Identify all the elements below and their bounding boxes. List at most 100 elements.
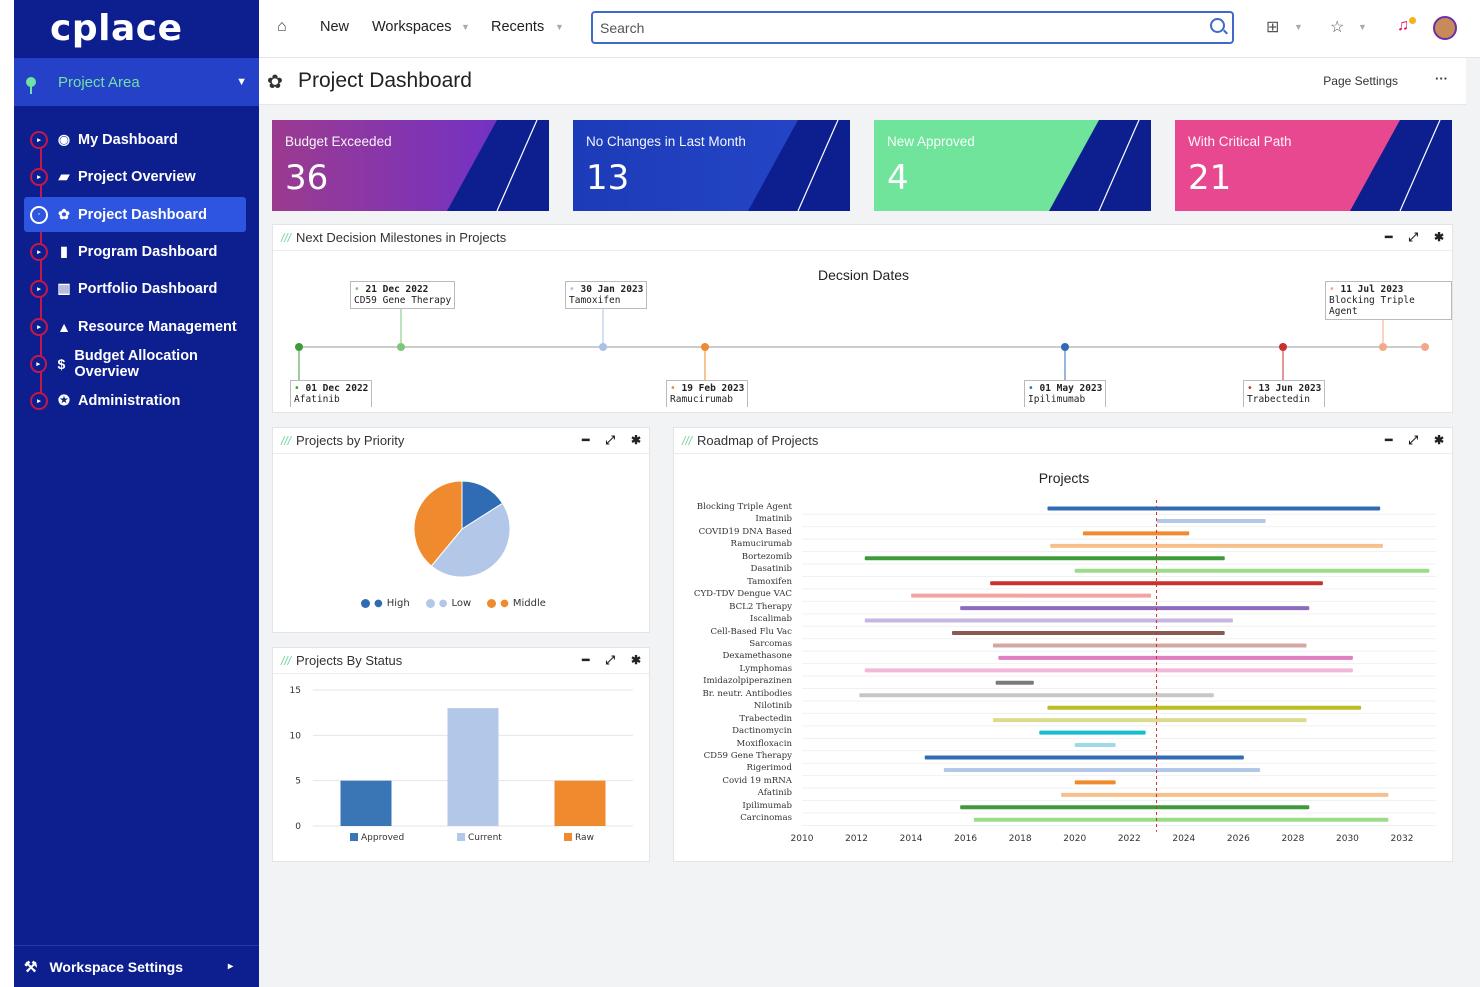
row-label: Covid 19 mRNA xyxy=(722,775,792,786)
x-tick-label: 2030 xyxy=(1336,834,1359,844)
new-menu[interactable]: New xyxy=(320,19,350,35)
search-icon[interactable] xyxy=(1210,18,1225,33)
gantt-bar xyxy=(1074,743,1116,748)
drag-handle-icon[interactable]: /// xyxy=(281,653,292,668)
expand-icon[interactable]: ⤢ xyxy=(605,433,615,447)
sidebar-item[interactable]: ▸ ▥ Portfolio Dashboard xyxy=(24,271,246,306)
sidebar-item-label: My Dashboard xyxy=(78,131,178,148)
expand-toggle-icon[interactable]: ▸ xyxy=(30,279,48,298)
window-edge xyxy=(0,0,14,987)
project-area-selector[interactable]: Project Area ▼ xyxy=(14,58,259,106)
page-settings-button[interactable]: Page Settings xyxy=(1323,74,1398,88)
row-label: Ramucirumab xyxy=(730,539,792,550)
bell-icon[interactable]: ♫ xyxy=(1397,17,1409,34)
drag-handle-icon[interactable]: /// xyxy=(682,433,693,448)
sidebar-item[interactable]: ▸ ▲ Resource Management xyxy=(24,309,246,344)
apps-grid-icon[interactable]: ⊞ xyxy=(1266,19,1280,36)
expand-toggle-icon[interactable]: ◦ xyxy=(30,205,48,224)
expand-toggle-icon[interactable]: ▸ xyxy=(30,167,48,186)
kpi-card-decoration xyxy=(447,120,549,211)
gear-icon[interactable]: ✱ xyxy=(1433,433,1444,447)
expand-icon[interactable]: ⤢ xyxy=(605,653,615,667)
workspace-settings-button[interactable]: ⚒ Workspace Settings ▸ xyxy=(14,945,259,987)
row-label: COVID19 DNA Based xyxy=(698,526,792,537)
workspaces-menu[interactable]: Workspaces xyxy=(372,19,452,35)
y-tick-label: 15 xyxy=(290,686,301,696)
milestone-point xyxy=(599,343,607,351)
x-tick-swatch xyxy=(564,833,572,841)
sidebar-item-label: Project Overview xyxy=(78,168,196,185)
milestone-point xyxy=(1421,343,1429,351)
recents-menu[interactable]: Recents xyxy=(491,19,545,35)
chevron-down-icon[interactable]: ▼ xyxy=(1294,22,1303,32)
gantt-bar xyxy=(864,668,1353,673)
minimize-icon[interactable]: ━ xyxy=(582,433,590,447)
home-icon[interactable]: ⌂ xyxy=(277,18,287,35)
x-tick-swatch xyxy=(350,833,358,841)
expand-toggle-icon[interactable]: ▸ xyxy=(30,354,47,373)
gear-icon[interactable]: ✱ xyxy=(1433,230,1444,244)
star-icon[interactable]: ☆ xyxy=(1330,19,1345,36)
legend-marker-icon: ● xyxy=(500,598,509,609)
kpi-card[interactable]: With Critical Path 21 xyxy=(1175,120,1452,211)
sidebar-item[interactable]: ◦ ✿ Project Dashboard xyxy=(24,197,246,232)
gear-icon[interactable]: ✱ xyxy=(630,433,641,447)
panel-header: /// Projects By Status ━ ⤢ ✱ xyxy=(273,648,649,674)
x-tick-label: 2014 xyxy=(900,834,923,844)
gantt-bar xyxy=(992,643,1307,648)
kpi-card[interactable]: No Changes in Last Month 13 xyxy=(573,120,850,211)
search-input[interactable]: Search xyxy=(591,11,1234,44)
avatar[interactable] xyxy=(1433,16,1457,40)
bar xyxy=(554,780,606,826)
row-label: Carcinomas xyxy=(740,813,792,824)
sidebar-item[interactable]: ▸ ✪ Administration xyxy=(24,383,246,418)
legend-item[interactable]: ● High xyxy=(361,598,410,609)
user-gear-icon: ✪ xyxy=(58,392,70,408)
row-label: Imidazolpiperazinen xyxy=(703,676,792,687)
legend-item[interactable]: ● Low xyxy=(425,598,471,609)
minimize-icon[interactable]: ━ xyxy=(582,653,590,667)
sidebar-item[interactable]: ▸ ◉ My Dashboard xyxy=(24,122,246,157)
chevron-down-icon[interactable]: ▼ xyxy=(1358,22,1367,32)
row-label: Lymphomas xyxy=(739,663,792,674)
pie-slice xyxy=(413,480,463,567)
expand-toggle-icon[interactable]: ▸ xyxy=(30,391,48,410)
expand-icon[interactable]: ⤢ xyxy=(1408,433,1418,447)
gantt-bar xyxy=(1082,531,1190,536)
milestone-point xyxy=(1379,343,1387,351)
gear-icon[interactable]: ✱ xyxy=(630,653,641,667)
cplace-logo[interactable]: cplace xyxy=(50,8,183,49)
gantt-bar xyxy=(960,805,1310,810)
x-tick-label: 2026 xyxy=(1227,834,1250,844)
more-menu-icon[interactable]: ··· xyxy=(1435,71,1448,86)
expand-icon[interactable]: ⤢ xyxy=(1408,230,1418,244)
minimize-icon[interactable]: ━ xyxy=(1385,433,1393,447)
drag-handle-icon[interactable]: /// xyxy=(281,433,292,448)
dollar-icon: $ xyxy=(57,355,66,372)
sidebar-item[interactable]: ▸ ▮ Program Dashboard xyxy=(24,234,246,269)
chevron-down-icon[interactable]: ▼ xyxy=(555,22,564,32)
caret-down-icon: ▼ xyxy=(236,76,247,88)
legend-item[interactable]: ● Middle xyxy=(487,598,546,609)
kpi-card[interactable]: New Approved 4 xyxy=(874,120,1151,211)
kpi-card[interactable]: Budget Exceeded 36 xyxy=(272,120,549,211)
sidebar-item[interactable]: ▸ $ Budget Allocation Overview xyxy=(24,346,246,381)
minimize-icon[interactable]: ━ xyxy=(1385,230,1393,244)
row-label: Moxifloxacin xyxy=(736,738,792,749)
chevron-down-icon[interactable]: ▼ xyxy=(461,22,470,32)
milestone-date: 30 Jan 2023 xyxy=(580,284,644,295)
expand-toggle-icon[interactable]: ▸ xyxy=(30,242,48,261)
kpi-label: New Approved xyxy=(887,134,975,149)
status-panel: /// Projects By Status ━ ⤢ ✱ 0 5 10 15 Approve… xyxy=(272,647,650,862)
x-tick-label: 2012 xyxy=(845,834,868,844)
roadmap-panel: /// Roadmap of Projects ━ ⤢ ✱ Projects Blo… xyxy=(673,427,1453,862)
sidebar-item-label: Resource Management xyxy=(78,318,237,335)
panel-title: Next Decision Milestones in Projects xyxy=(296,230,507,245)
roadmap-row-labels: Blocking Triple Agent Imatinib COVID19 DNA… xyxy=(674,428,792,863)
drag-handle-icon[interactable]: /// xyxy=(281,230,292,245)
expand-toggle-icon[interactable]: ▸ xyxy=(30,317,48,336)
panel-title: Projects By Status xyxy=(296,653,403,668)
expand-toggle-icon[interactable]: ▸ xyxy=(30,130,48,149)
x-tick-label: 2020 xyxy=(1063,834,1086,844)
sidebar-item[interactable]: ▸ ▰ Project Overview xyxy=(24,159,246,194)
